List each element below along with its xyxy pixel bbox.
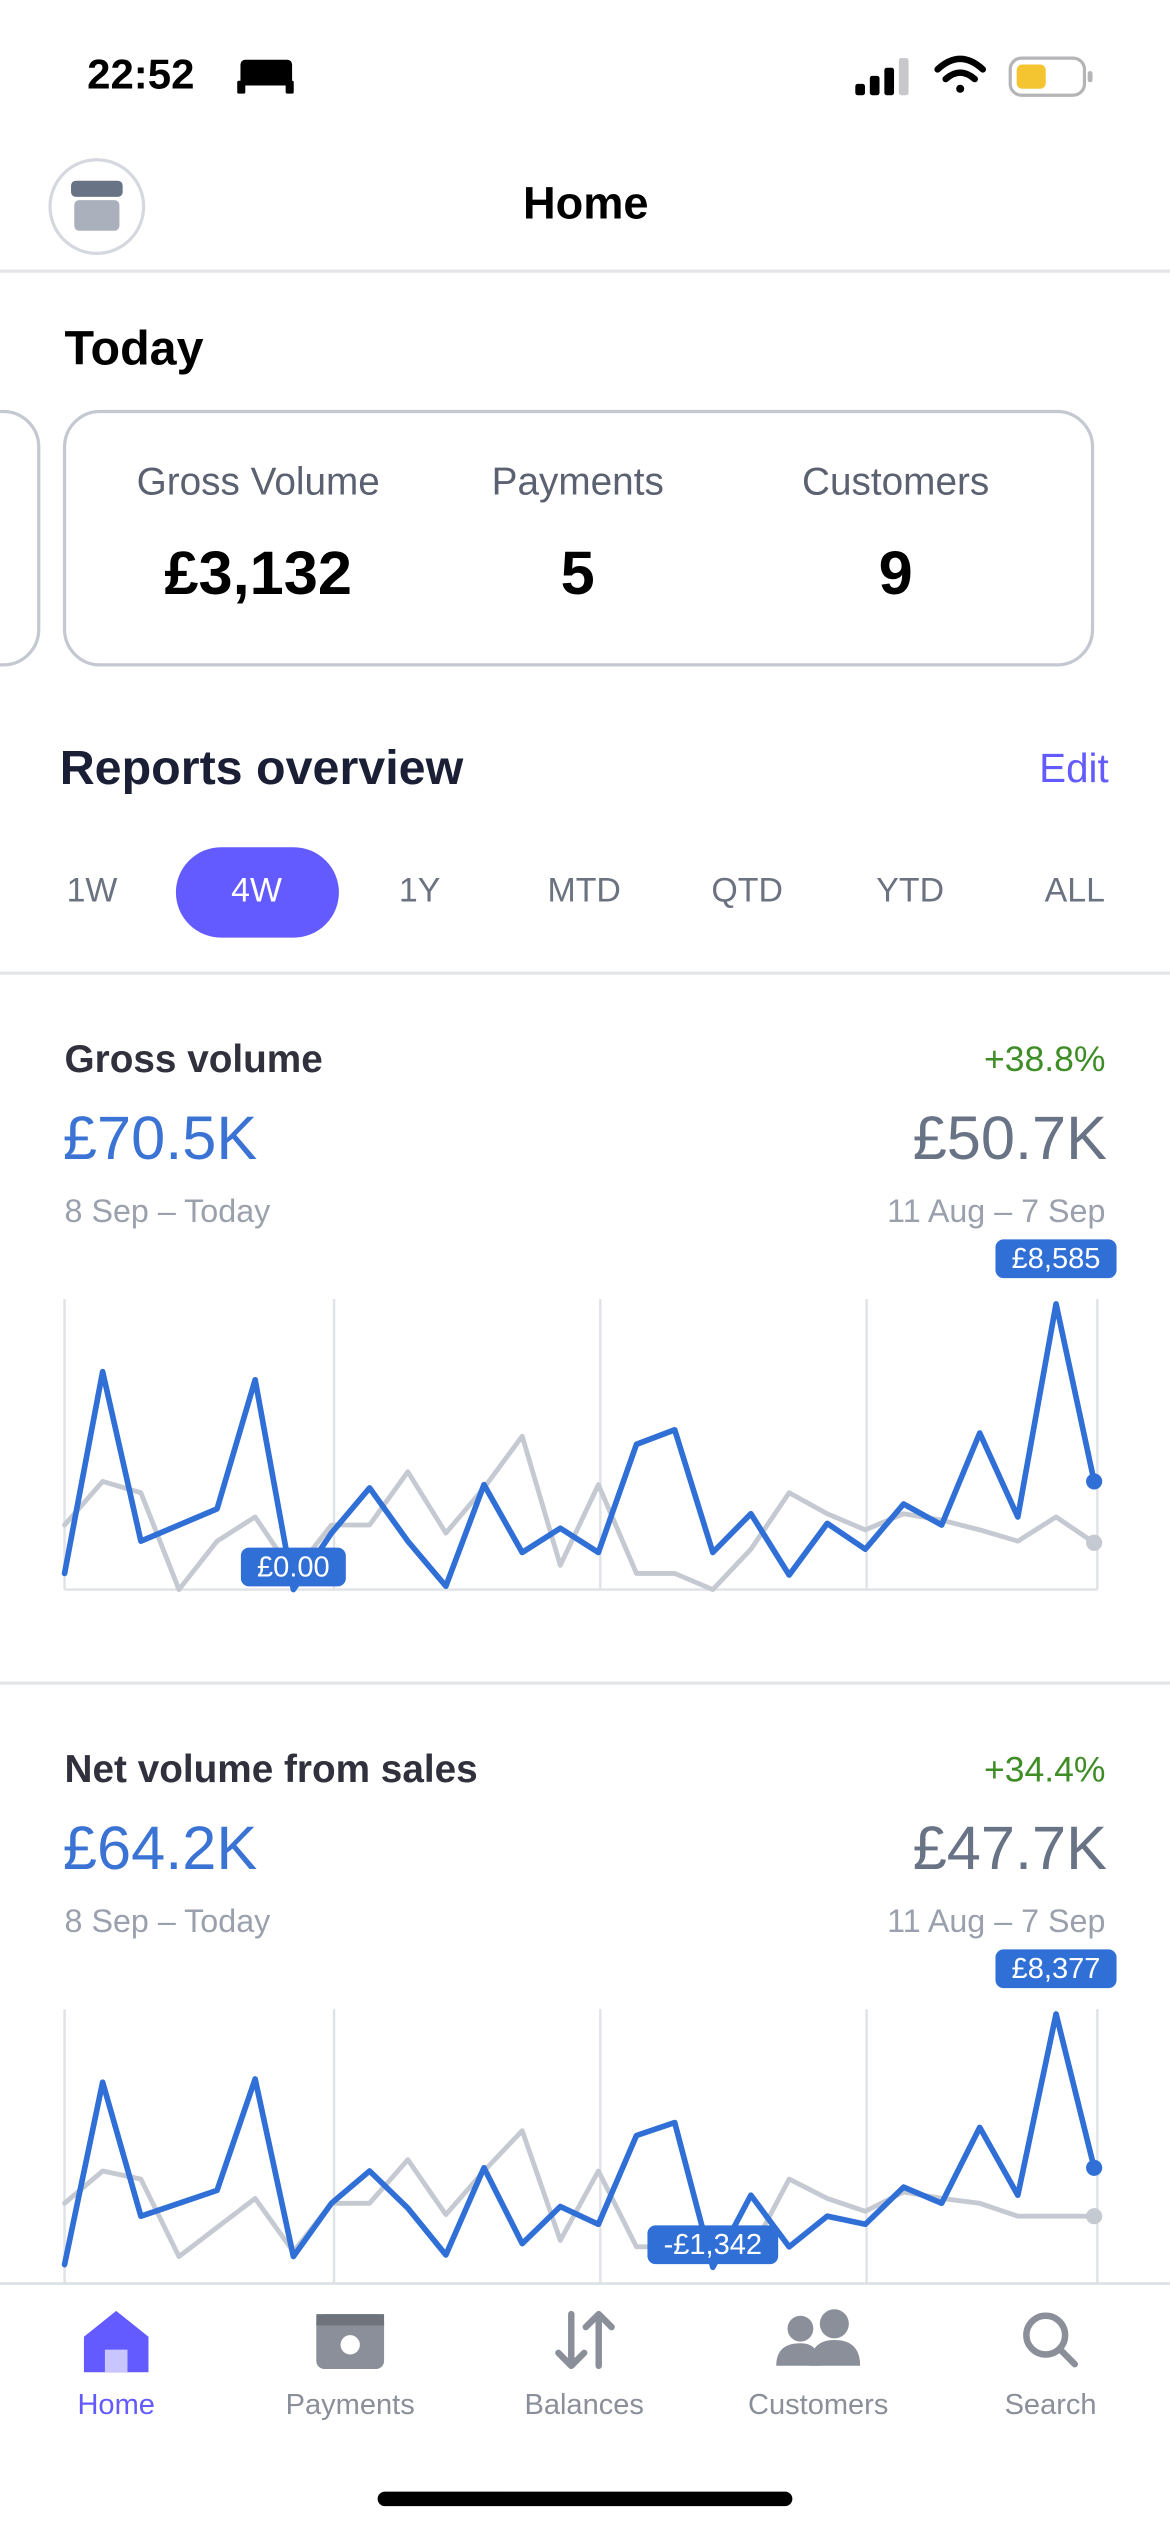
value-label-box bbox=[647, 2225, 779, 2265]
battery-icon bbox=[1008, 56, 1093, 97]
end-dot bbox=[1086, 2159, 1103, 2176]
previous-card[interactable] bbox=[0, 409, 41, 667]
status-time: 22:52 bbox=[87, 51, 194, 98]
stat-label: Payments bbox=[492, 460, 664, 503]
end-dot bbox=[1086, 1534, 1103, 1551]
wifi-icon bbox=[934, 55, 987, 93]
end-dot bbox=[1086, 1473, 1103, 1490]
home-icon bbox=[83, 2310, 149, 2373]
header-title: Home bbox=[523, 177, 649, 228]
report-previous: £47.7K bbox=[913, 1813, 1107, 1882]
report-period: 8 Sep – Today bbox=[65, 1193, 272, 1229]
stat-value: £3,132 bbox=[164, 538, 352, 607]
tab-label[interactable]: Payments bbox=[286, 2389, 415, 2421]
report-current: £70.5K bbox=[63, 1103, 257, 1172]
sleep-icon bbox=[237, 59, 294, 94]
report-period: 11 Aug – 7 Sep bbox=[887, 1903, 1105, 1939]
value-label-box bbox=[995, 1239, 1117, 1279]
value-label-box bbox=[995, 1949, 1117, 1989]
status-bar: 22:52 bbox=[87, 51, 1093, 98]
report-period: 8 Sep – Today bbox=[65, 1903, 272, 1939]
tab-labels: Home Payments Balances Customers Search bbox=[77, 2389, 1096, 2421]
range-option[interactable]: 1W bbox=[67, 871, 118, 909]
range-selector: 1W 4W 1Y MTD QTD YTD ALL bbox=[67, 847, 1105, 938]
range-option[interactable]: QTD bbox=[711, 871, 783, 909]
range-option[interactable]: 1Y bbox=[399, 871, 440, 909]
series-line bbox=[61, 2011, 1097, 2271]
stat-label: Customers bbox=[802, 460, 989, 503]
report-current: £64.2K bbox=[63, 1813, 257, 1882]
signal-icon bbox=[855, 58, 909, 96]
range-option[interactable]: ALL bbox=[1045, 871, 1105, 909]
tab-label[interactable]: Home bbox=[77, 2389, 154, 2421]
payments-icon bbox=[316, 2314, 385, 2370]
end-dot bbox=[1086, 2208, 1103, 2225]
value-label: £0.00 bbox=[257, 1551, 330, 1583]
tab-label[interactable]: Search bbox=[1005, 2389, 1097, 2421]
header: Home bbox=[0, 158, 1170, 273]
tab-label[interactable]: Balances bbox=[524, 2389, 643, 2421]
section-title: Reports overview bbox=[60, 741, 464, 795]
range-pill-selected[interactable] bbox=[175, 847, 339, 938]
range-option[interactable]: YTD bbox=[876, 871, 944, 909]
today-card[interactable] bbox=[62, 409, 1095, 667]
value-label: -£1,342 bbox=[664, 2229, 762, 2261]
report-title: Net volume from sales bbox=[65, 1748, 478, 1791]
reports-header: Reports overview Edit bbox=[60, 741, 1109, 795]
edit-button[interactable]: Edit bbox=[1039, 745, 1109, 791]
customers-icon bbox=[776, 2309, 861, 2366]
search-icon bbox=[1023, 2312, 1079, 2368]
range-option[interactable]: MTD bbox=[548, 871, 621, 909]
stat-value: 5 bbox=[561, 538, 595, 607]
value-label: £8,377 bbox=[1012, 1953, 1101, 1985]
tab-bar: Home Payments Balances Customers Search bbox=[0, 2282, 1170, 2532]
today-section: Today Gross Volume Payments Customers £3… bbox=[0, 322, 1095, 667]
account-button[interactable] bbox=[48, 158, 146, 255]
value-label-box bbox=[240, 1547, 346, 1587]
series-line bbox=[61, 1301, 1097, 1593]
report-card[interactable]: Gross volume +38.8% £70.5K £50.7K 8 Sep – To… bbox=[61, 1038, 1117, 1593]
value-label: £8,585 bbox=[1012, 1243, 1101, 1275]
stat-label: Gross Volume bbox=[137, 460, 380, 503]
home-indicator bbox=[377, 2491, 793, 2507]
stat-value: 9 bbox=[879, 538, 913, 607]
section-title: Today bbox=[65, 322, 204, 376]
tab-label[interactable]: Customers bbox=[748, 2389, 888, 2421]
report-change: +38.8% bbox=[984, 1039, 1105, 1079]
report-card[interactable]: Net volume from sales +34.4% £64.2K £47.7K 8… bbox=[61, 1748, 1117, 2301]
range-option[interactable]: 4W bbox=[231, 871, 282, 909]
report-previous: £50.7K bbox=[913, 1103, 1107, 1172]
report-period: 11 Aug – 7 Sep bbox=[887, 1193, 1105, 1229]
balances-icon bbox=[555, 2310, 615, 2370]
charts: Gross volume +38.8% £70.5K £50.7K 8 Sep – To… bbox=[61, 1038, 1117, 2301]
report-title: Gross volume bbox=[65, 1038, 323, 1081]
report-change: +34.4% bbox=[984, 1749, 1105, 1789]
